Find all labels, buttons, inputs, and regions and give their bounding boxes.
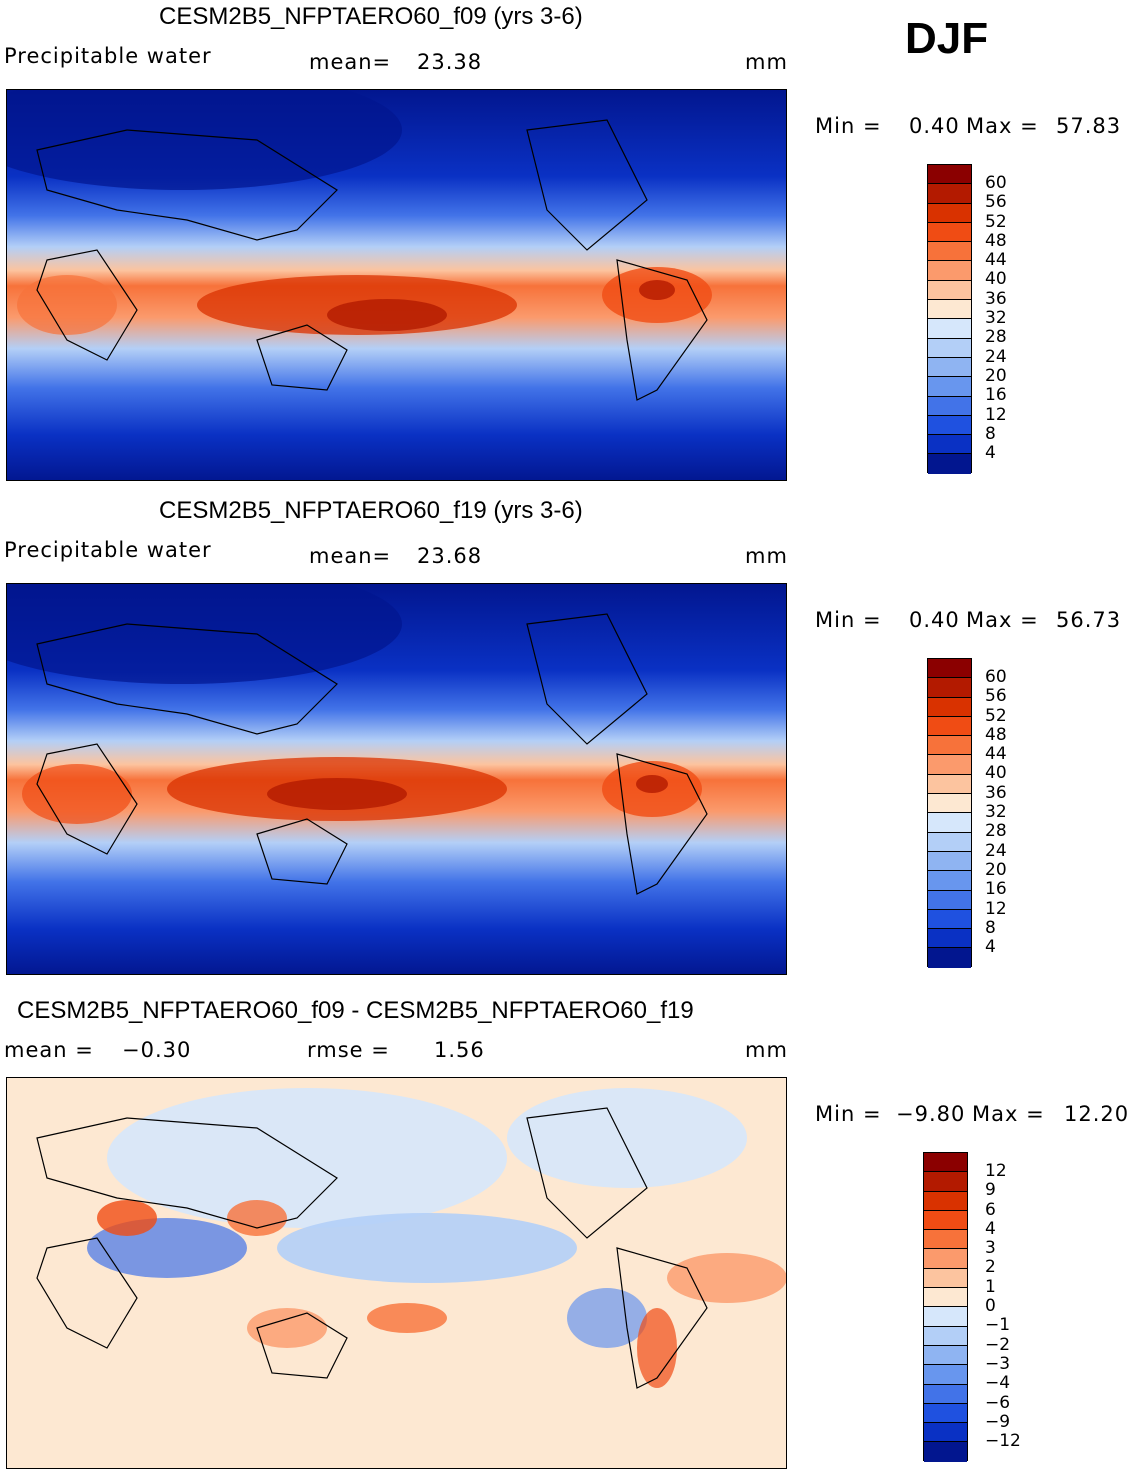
panel1-colorbar	[927, 164, 972, 475]
colorbar-label: 4	[985, 1218, 996, 1239]
colorbar-label: 36	[985, 782, 1007, 803]
panel3-min-label: Min =	[815, 1102, 882, 1126]
colorbar-label: 40	[985, 763, 1007, 784]
colorbar-label: 24	[985, 840, 1007, 861]
colorbar-label: 32	[985, 802, 1007, 823]
panel2-max-label: Max =	[966, 608, 1039, 632]
colorbar-label: 28	[985, 327, 1007, 348]
panel1-map	[6, 89, 787, 481]
panel2-units: mm	[745, 544, 788, 568]
colorbar-label: 40	[985, 269, 1007, 290]
panel2-min-value: 0.40	[909, 608, 960, 632]
panel3-max-value: 12.20	[1064, 1102, 1128, 1126]
colorbar-label: 3	[985, 1238, 996, 1259]
colorbar-label: 32	[985, 308, 1007, 329]
panel1-max-value: 57.83	[1056, 114, 1122, 138]
colorbar-label: −9	[985, 1411, 1011, 1432]
panel2-map	[6, 583, 787, 975]
panel1-mean-value: 23.38	[417, 50, 483, 74]
colorbar-label: 44	[985, 744, 1007, 765]
panel3-units: mm	[745, 1038, 788, 1062]
colorbar-label: 9	[985, 1180, 996, 1201]
panel1-units: mm	[745, 50, 788, 74]
panel1-min-value: 0.40	[909, 114, 960, 138]
colorbar-label: 48	[985, 724, 1007, 745]
panel3-map	[6, 1077, 787, 1469]
colorbar-label: 12	[985, 1161, 1007, 1181]
colorbar-label: 12	[985, 898, 1007, 919]
colorbar-label: −12	[985, 1431, 1021, 1452]
colorbar-label: −3	[985, 1353, 1011, 1374]
colorbar-label: 44	[985, 250, 1007, 271]
colorbar-label: 60	[985, 667, 1007, 687]
panel3-mean-label: mean =	[4, 1038, 94, 1062]
colorbar-label: 12	[985, 404, 1007, 425]
colorbar-label: 48	[985, 230, 1007, 251]
panel2-variable: Precipitable water	[4, 538, 212, 562]
panel3-rmse-value: 1.56	[434, 1038, 485, 1062]
panel3-mean-value: −0.30	[122, 1038, 192, 1062]
panel1-colorbar-labels: 60 56 52 48 44 40 36 32 28 24 20 16 12 8…	[985, 173, 1007, 464]
colorbar-label: 8	[985, 917, 996, 938]
panel3-min-value: −9.80	[896, 1102, 966, 1126]
colorbar-label: −6	[985, 1392, 1011, 1413]
colorbar-label: −4	[985, 1373, 1011, 1394]
colorbar-label: 8	[985, 423, 996, 444]
panel2-colorbar-labels: 60 56 52 48 44 40 36 32 28 24 20 16 12 8…	[985, 667, 1007, 958]
panel3-rmse-label: rmse =	[307, 1038, 390, 1062]
colorbar-label: 4	[985, 443, 996, 464]
colorbar-label: 60	[985, 173, 1007, 193]
colorbar-label: 52	[985, 211, 1007, 232]
panel3-title: CESM2B5_NFPTAERO60_f09 - CESM2B5_NFPTAER…	[17, 997, 694, 1024]
panel1-title: CESM2B5_NFPTAERO60_f09 (yrs 3-6)	[159, 3, 583, 30]
colorbar-label: 0	[985, 1296, 996, 1317]
panel2-mean-label: mean=	[309, 544, 392, 568]
colorbar-label: 4	[985, 937, 996, 958]
panel1-max-label: Max =	[966, 114, 1039, 138]
colorbar-label: 2	[985, 1257, 996, 1278]
panel3-colorbar	[923, 1152, 968, 1463]
panel2-max-value: 56.73	[1056, 608, 1122, 632]
colorbar-label: 1	[985, 1276, 996, 1297]
colorbar-label: 20	[985, 365, 1007, 386]
colorbar-label: 16	[985, 385, 1007, 406]
colorbar-label: 36	[985, 288, 1007, 309]
colorbar-label: 24	[985, 346, 1007, 367]
colorbar-label: 6	[985, 1199, 996, 1220]
panel2-title: CESM2B5_NFPTAERO60_f19 (yrs 3-6)	[159, 497, 583, 524]
panel2-colorbar	[927, 658, 972, 969]
panel2-mean-value: 23.68	[417, 544, 483, 568]
colorbar-label: 28	[985, 821, 1007, 842]
colorbar-label: 56	[985, 686, 1007, 707]
season-label: DJF	[905, 14, 989, 63]
panel3-colorbar-labels: 12 9 6 4 3 2 1 0 −1 −2 −3 −4 −6 −9 −12	[985, 1161, 1021, 1452]
colorbar-label: 16	[985, 879, 1007, 900]
panel3-max-label: Max =	[972, 1102, 1045, 1126]
panel2-min-label: Min =	[815, 608, 882, 632]
panel1-variable: Precipitable water	[4, 44, 212, 68]
panel1-min-label: Min =	[815, 114, 882, 138]
colorbar-label: 52	[985, 705, 1007, 726]
panel1-mean-label: mean=	[309, 50, 392, 74]
colorbar-label: 56	[985, 192, 1007, 213]
colorbar-label: 20	[985, 859, 1007, 880]
colorbar-label: −1	[985, 1315, 1011, 1336]
colorbar-label: −2	[985, 1334, 1011, 1355]
